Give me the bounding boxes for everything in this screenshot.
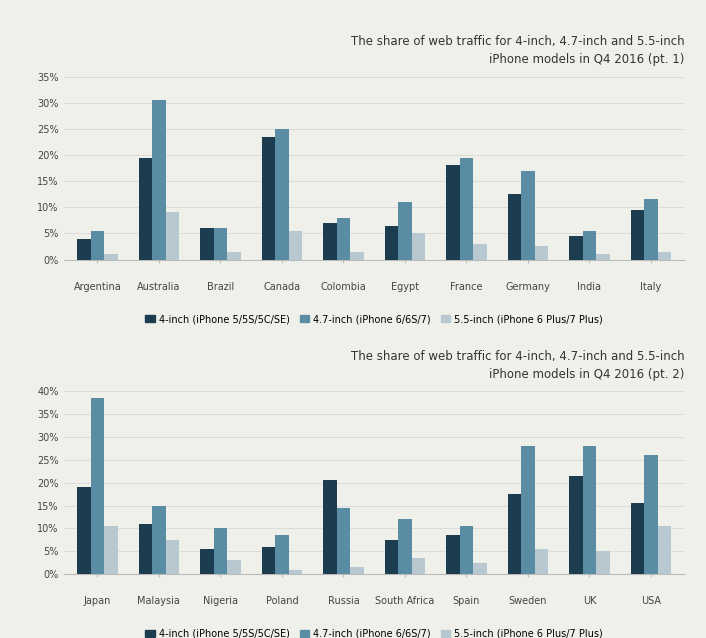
Bar [152,100,166,260]
Bar [152,505,166,574]
Bar [521,170,534,260]
Legend: 4-inch (iPhone 5/5S/5C/SE), 4.7-inch (iPhone 6/6S/7), 5.5-inch (iPhone 6 Plus/7 : 4-inch (iPhone 5/5S/5C/SE), 4.7-inch (iP… [145,629,603,638]
Bar [644,200,658,260]
Bar [473,563,486,574]
Bar [385,226,398,260]
Title: The share of web traffic for 4-inch, 4.7-inch and 5.5-inch
iPhone models in Q4 2: The share of web traffic for 4-inch, 4.7… [351,35,685,66]
Bar [289,231,302,260]
Bar [508,194,521,260]
Title: The share of web traffic for 4-inch, 4.7-inch and 5.5-inch
iPhone models in Q4 2: The share of web traffic for 4-inch, 4.7… [351,350,685,381]
Bar [446,535,460,574]
Bar [658,526,671,574]
Bar [104,255,118,260]
Bar [569,476,582,574]
Bar [658,251,671,260]
Bar [77,487,90,574]
Bar [262,547,275,574]
Bar [460,526,473,574]
Bar [214,228,227,260]
Bar [412,558,425,574]
Bar [446,165,460,260]
Bar [323,223,337,260]
Bar [323,480,337,574]
Bar [582,446,597,574]
Bar [227,251,241,260]
Bar [508,494,521,574]
Bar [337,218,350,260]
Bar [534,246,549,260]
Bar [90,231,104,260]
Bar [569,236,582,260]
Bar [582,231,597,260]
Bar [460,158,473,260]
Bar [630,503,644,574]
Bar [597,551,610,574]
Bar [412,234,425,260]
Bar [350,567,364,574]
Bar [275,535,289,574]
Bar [90,398,104,574]
Bar [166,540,179,574]
Bar [289,570,302,574]
Legend: 4-inch (iPhone 5/5S/5C/SE), 4.7-inch (iPhone 6/6S/7), 5.5-inch (iPhone 6 Plus/7 : 4-inch (iPhone 5/5S/5C/SE), 4.7-inch (iP… [145,314,603,324]
Bar [398,519,412,574]
Bar [275,129,289,260]
Bar [200,228,214,260]
Bar [77,239,90,260]
Bar [214,528,227,574]
Bar [227,560,241,574]
Bar [385,540,398,574]
Bar [350,251,364,260]
Bar [521,446,534,574]
Bar [398,202,412,260]
Bar [644,456,658,574]
Bar [138,524,152,574]
Bar [166,212,179,260]
Bar [262,137,275,260]
Bar [473,244,486,260]
Bar [200,549,214,574]
Bar [104,526,118,574]
Bar [630,210,644,260]
Bar [534,549,549,574]
Bar [337,508,350,574]
Bar [138,158,152,260]
Bar [597,255,610,260]
